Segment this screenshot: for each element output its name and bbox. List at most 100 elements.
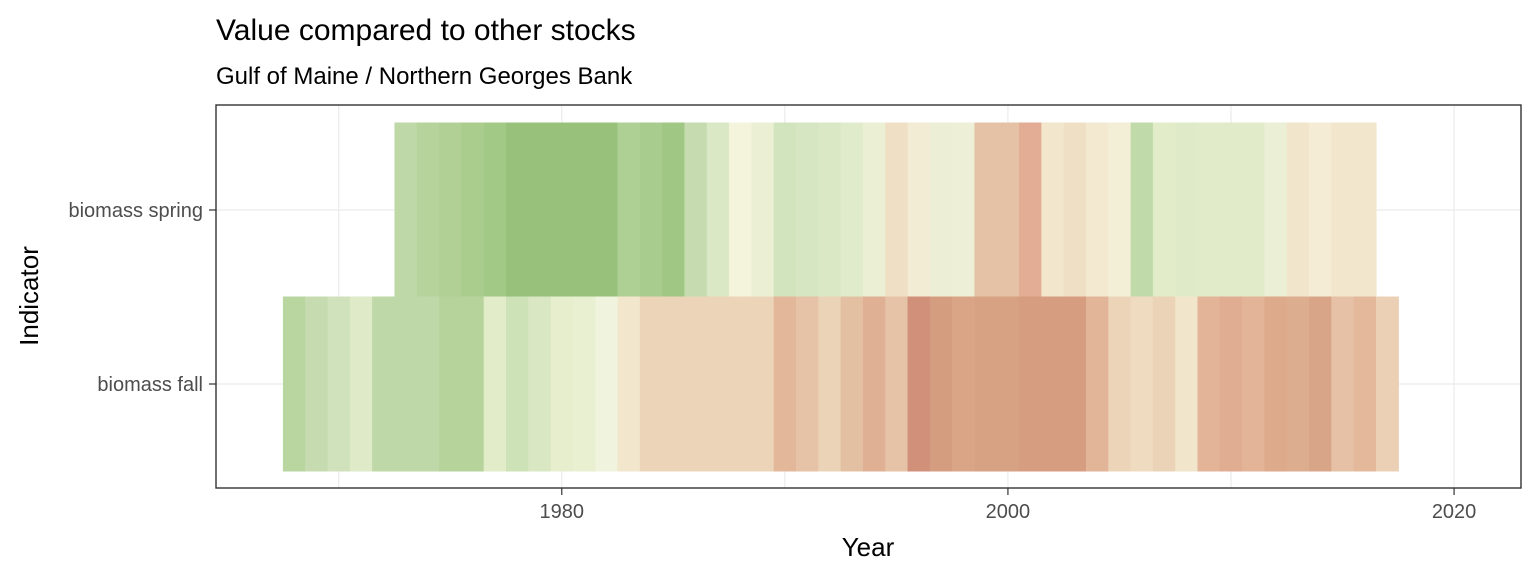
heatmap-tile-2004 — [1086, 122, 1109, 298]
heatmap-tile-2008 — [1175, 122, 1199, 298]
heatmap-tile-2012 — [1264, 296, 1288, 472]
heatmap-tile-2010 — [1219, 122, 1243, 298]
heatmap-row-biomass-spring — [394, 122, 1377, 298]
heatmap-tile-1993 — [840, 296, 864, 472]
heatmap-tile-1974 — [416, 122, 440, 298]
heatmap-tile-2013 — [1286, 122, 1310, 298]
heatmap-tile-2008 — [1175, 296, 1199, 472]
heatmap-tile-1971 — [349, 296, 373, 472]
heatmap-tile-2003 — [1063, 296, 1087, 472]
heatmap-tile-1987 — [706, 122, 730, 298]
heatmap-tiles — [282, 122, 1399, 472]
heatmap-tile-1992 — [818, 122, 842, 298]
x-tick-label-2000: 2000 — [986, 501, 1031, 523]
heatmap-tile-1978 — [506, 296, 529, 472]
heatmap-tile-1988 — [729, 296, 752, 472]
heatmap-tile-1970 — [327, 296, 351, 472]
heatmap-tile-1995 — [885, 122, 909, 298]
heatmap-tile-1975 — [439, 296, 462, 472]
heatmap-tile-1976 — [461, 296, 485, 472]
y-axis-title: Indicator — [14, 246, 44, 346]
heatmap-tile-1991 — [796, 296, 819, 472]
heatmap-tile-2009 — [1197, 122, 1221, 298]
heatmap-tile-1973 — [394, 122, 418, 298]
heatmap-tile-1986 — [684, 296, 708, 472]
heatmap-tile-1977 — [483, 122, 507, 298]
heatmap-tile-1992 — [818, 296, 842, 472]
heatmap-tile-2014 — [1309, 122, 1332, 298]
heatmap-tile-1985 — [662, 122, 686, 298]
heatmap-tile-1994 — [862, 122, 886, 298]
heatmap-tile-1991 — [796, 122, 819, 298]
heatmap-tile-1989 — [751, 296, 775, 472]
x-axis-title: Year — [842, 532, 895, 562]
heatmap-tile-1999 — [974, 122, 998, 298]
heatmap-tile-2016 — [1353, 122, 1377, 298]
heatmap-tile-2005 — [1108, 296, 1132, 472]
heatmap-tile-2015 — [1331, 122, 1355, 298]
heatmap-tile-2003 — [1063, 122, 1087, 298]
heatmap-tile-1996 — [907, 122, 931, 298]
heatmap-tile-1984 — [639, 296, 663, 472]
heatmap-tile-1972 — [372, 296, 396, 472]
heatmap-tile-1977 — [483, 296, 507, 472]
heatmap-tile-1975 — [439, 122, 462, 298]
heatmap-tile-1993 — [840, 122, 864, 298]
chart-subtitle: Gulf of Maine / Northern Georges Bank — [216, 63, 633, 90]
y-tick-label-biomass-spring: biomass spring — [68, 200, 203, 222]
heatmap-tile-1980 — [550, 122, 574, 298]
heatmap-tile-1990 — [773, 296, 797, 472]
heatmap-tile-2006 — [1130, 122, 1154, 298]
heatmap-tile-2013 — [1286, 296, 1310, 472]
x-tick-label-1980: 1980 — [540, 501, 585, 523]
axes: 1980 2000 2020 biomass spring biomass fall — [68, 200, 1476, 523]
heatmap-tile-1984 — [639, 122, 663, 298]
panel-border — [215, 104, 1522, 489]
heatmap-tile-1982 — [595, 296, 619, 472]
heatmap-tile-1996 — [907, 296, 931, 472]
heatmap-tile-1997 — [929, 296, 953, 472]
heatmap-tile-1983 — [617, 122, 641, 298]
heatmap-tile-1998 — [952, 122, 976, 298]
heatmap-tile-1979 — [528, 296, 552, 472]
heatmap-tile-2009 — [1197, 296, 1221, 472]
heatmap-tile-2017 — [1376, 296, 1399, 472]
heatmap-tile-2002 — [1041, 122, 1065, 298]
y-tick-label-biomass-fall: biomass fall — [97, 374, 203, 396]
heatmap-tile-1981 — [572, 122, 596, 298]
heatmap-tile-2011 — [1242, 296, 1266, 472]
heatmap-tile-1980 — [550, 296, 574, 472]
heatmap-tile-2001 — [1019, 122, 1042, 298]
heatmap-tile-1983 — [617, 296, 641, 472]
heatmap-tile-1999 — [974, 296, 998, 472]
heatmap-tile-1995 — [885, 296, 909, 472]
heatmap-tile-1981 — [572, 296, 596, 472]
heatmap-tile-1989 — [751, 122, 775, 298]
heatmap-tile-2006 — [1130, 296, 1154, 472]
heatmap-tile-2015 — [1331, 296, 1355, 472]
heatmap-tile-2012 — [1264, 122, 1288, 298]
heatmap-tile-1994 — [862, 296, 886, 472]
heatmap-tile-1982 — [595, 122, 619, 298]
x-tick-label-2020: 2020 — [1432, 501, 1477, 523]
heatmap-tile-1969 — [305, 296, 329, 472]
heatmap-tile-2005 — [1108, 122, 1132, 298]
heatmap-tile-2016 — [1353, 296, 1377, 472]
heatmap-tile-2007 — [1152, 296, 1176, 472]
heatmap-tile-1985 — [662, 296, 686, 472]
heatmap-tile-1979 — [528, 122, 552, 298]
heatmap-tile-2000 — [996, 296, 1020, 472]
heatmap-tile-1988 — [729, 122, 752, 298]
heatmap-tile-1997 — [929, 122, 953, 298]
heatmap-row-biomass-fall — [282, 296, 1399, 472]
heatmap-tile-2011 — [1242, 122, 1266, 298]
heatmap-tile-2014 — [1309, 296, 1332, 472]
heatmap-tile-1968 — [282, 296, 306, 472]
heatmap-tile-1974 — [416, 296, 440, 472]
heatmap-tile-1986 — [684, 122, 708, 298]
heatmap-tile-1990 — [773, 122, 797, 298]
heatmap-tile-2004 — [1086, 296, 1109, 472]
heatmap-tile-2001 — [1019, 296, 1042, 472]
chart-title: Value compared to other stocks — [216, 14, 636, 47]
